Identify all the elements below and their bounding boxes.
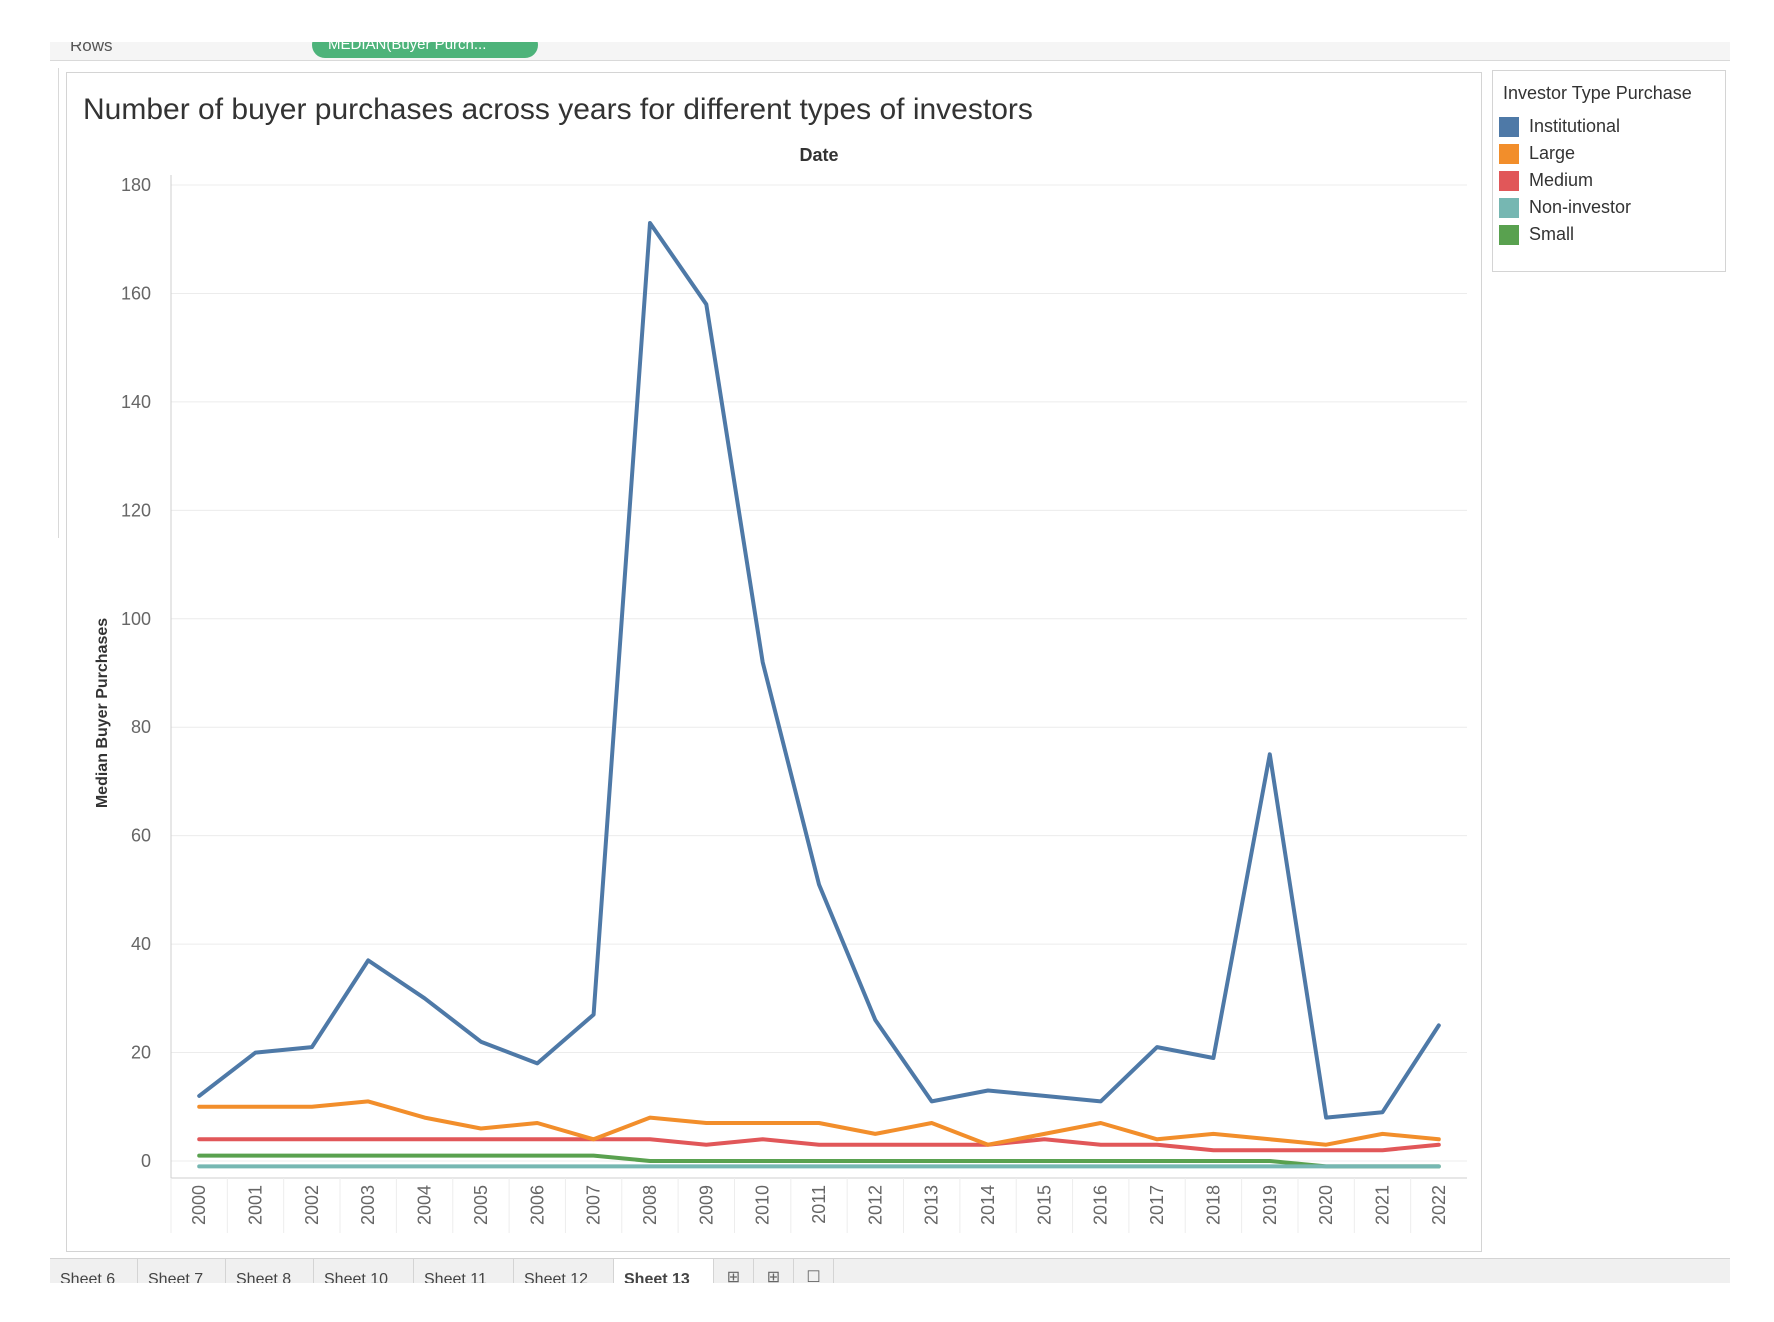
x-tick-label: 2008 (640, 1185, 660, 1225)
sheet-tab[interactable]: Sheet 11 (414, 1259, 514, 1283)
series-line-large (197, 1099, 1441, 1147)
rows-shelf: Rows MEDIAN(Buyer Purch... (50, 42, 1730, 61)
x-tick-label: 2016 (1091, 1185, 1111, 1225)
x-tick-label: 2005 (471, 1185, 491, 1225)
x-tick-label: 2011 (809, 1185, 829, 1224)
x-tick-label: 2014 (978, 1185, 998, 1225)
y-tick-label: 60 (131, 826, 151, 846)
legend: Investor Type Purchase Institutional Larg… (1492, 70, 1726, 272)
x-tick-label: 2019 (1260, 1185, 1280, 1225)
x-tick-label: 2006 (527, 1185, 547, 1225)
new-story-icon[interactable]: ☐ (794, 1259, 834, 1283)
legend-swatch (1499, 117, 1519, 137)
sheet-tab[interactable]: Sheet 7 (138, 1259, 226, 1283)
left-panel-edge (50, 68, 59, 538)
x-tick-label: 2000 (189, 1185, 209, 1225)
x-tick-label: 2015 (1034, 1185, 1054, 1225)
x-tick-label: 2021 (1372, 1185, 1392, 1225)
x-tick-label: 2013 (922, 1185, 942, 1225)
series-line-small (197, 1153, 1441, 1169)
legend-label: Small (1529, 224, 1575, 244)
y-tick-label: 140 (121, 392, 151, 412)
legend-swatch (1499, 225, 1519, 245)
rows-shelf-label: Rows (70, 42, 113, 55)
y-tick-label: 0 (141, 1151, 151, 1171)
sheet-tab[interactable]: Sheet 10 (314, 1259, 414, 1283)
y-tick-label: 160 (121, 283, 151, 303)
x-axis-title: Date (799, 145, 838, 165)
x-tick-label: 2004 (415, 1185, 435, 1225)
x-tick-label: 2022 (1429, 1185, 1449, 1225)
sheet-tab[interactable]: Sheet 13 (614, 1259, 714, 1283)
x-tick-label: 2017 (1147, 1185, 1167, 1225)
legend-label: Non-investor (1529, 197, 1632, 217)
x-tick-label: 2010 (753, 1185, 773, 1225)
y-tick-label: 180 (121, 175, 151, 195)
y-tick-label: 100 (121, 609, 151, 629)
new-dashboard-icon[interactable]: ⊞ (754, 1259, 794, 1283)
x-tick-label: 2001 (246, 1185, 266, 1225)
legend-swatch (1499, 198, 1519, 218)
x-tick-label: 2003 (358, 1185, 378, 1225)
legend-swatch (1499, 171, 1519, 191)
line-chart: Date Median Buyer Purchases 0 20 40 60 80 100 12… (94, 145, 1467, 1233)
x-tick-label: 2018 (1203, 1185, 1223, 1225)
chart-title: Number of buyer purchases across years f… (83, 93, 1033, 126)
legend-title: Investor Type Purchase (1503, 83, 1692, 103)
y-tick-label: 40 (131, 934, 151, 954)
sheet-tab[interactable]: Sheet 8 (226, 1259, 314, 1283)
new-worksheet-icon[interactable]: ⊞ (714, 1259, 754, 1283)
series-line-institutional (197, 221, 1441, 1120)
series-line-medium (197, 1137, 1441, 1153)
x-tick-label: 2007 (584, 1185, 604, 1225)
y-tick-label: 20 (131, 1043, 151, 1063)
sheet-tab-bar: Sheet 6 Sheet 7 Sheet 8 Sheet 10 Sheet 11 She… (50, 1258, 1730, 1283)
legend-label: Medium (1529, 170, 1594, 190)
x-tick-label: 2020 (1316, 1185, 1336, 1225)
legend-label: Institutional (1529, 116, 1621, 136)
x-tick-label: 2002 (302, 1185, 322, 1225)
sheet-tab[interactable]: Sheet 12 (514, 1259, 614, 1283)
legend-swatch (1499, 144, 1519, 164)
worksheet-view: Number of buyer purchases across years f… (66, 72, 1482, 1252)
legend-label: Large (1529, 143, 1576, 163)
x-tick-label: 2009 (696, 1185, 716, 1225)
sheet-tab[interactable]: Sheet 6 (50, 1259, 138, 1283)
y-tick-label: 80 (131, 717, 151, 737)
rows-pill[interactable]: MEDIAN(Buyer Purch... (312, 42, 538, 58)
y-axis-title: Median Buyer Purchases (94, 618, 111, 808)
y-tick-label: 120 (121, 500, 151, 520)
x-tick-label: 2012 (865, 1185, 885, 1225)
